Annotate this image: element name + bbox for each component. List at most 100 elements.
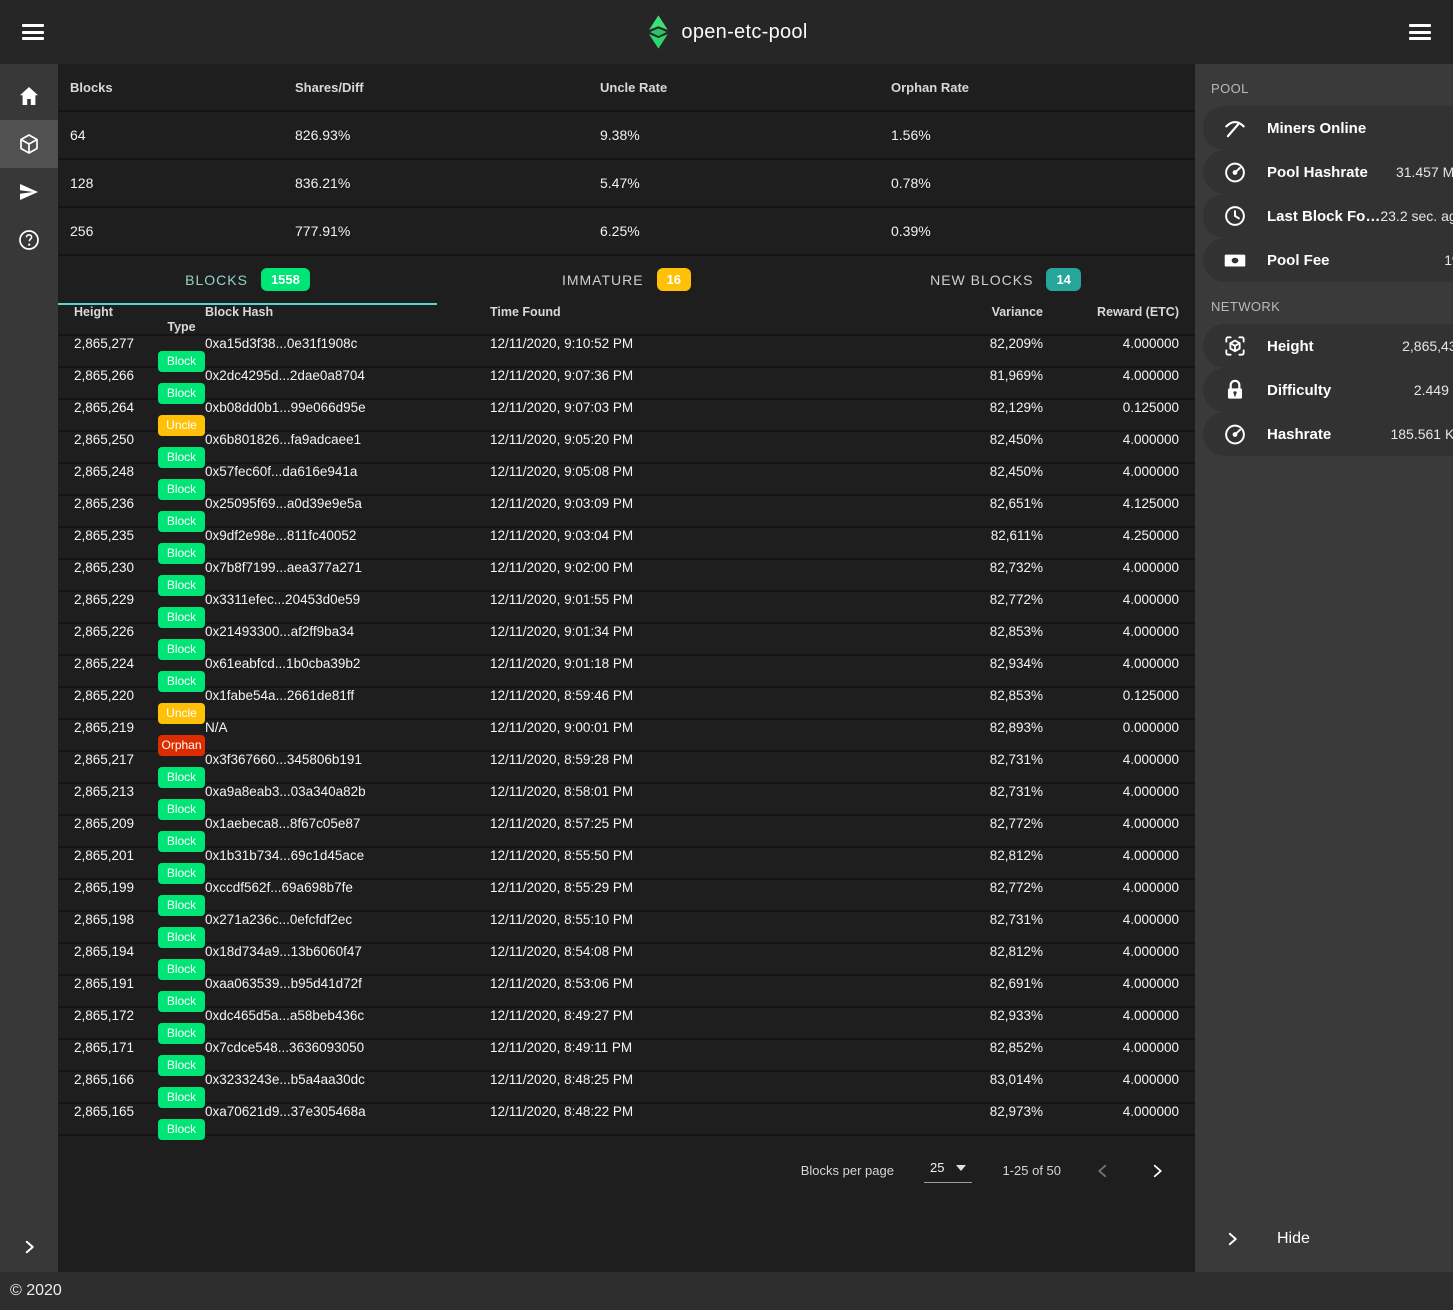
cell-height: 2,865,171 bbox=[74, 1040, 205, 1055]
cell-reward: 4.000000 bbox=[1043, 560, 1179, 575]
hide-sidebar-button[interactable]: Hide bbox=[1195, 1206, 1453, 1272]
stat-label: Height bbox=[1267, 338, 1402, 355]
nav-item-payments[interactable] bbox=[0, 168, 58, 216]
cell-block-hash: 0x25095f69...a0d39e9e5a bbox=[205, 496, 490, 511]
gauge-icon bbox=[1203, 421, 1267, 447]
block-row[interactable]: 2,865,226 0x21493300...af2ff9ba34 12/11/… bbox=[58, 624, 1195, 656]
chevron-left-icon bbox=[1094, 1162, 1112, 1180]
stat-label: Hashrate bbox=[1267, 426, 1390, 443]
per-page-label: Blocks per page bbox=[801, 1163, 894, 1178]
cell-reward: 4.000000 bbox=[1043, 848, 1179, 863]
block-row[interactable]: 2,865,172 0xdc465d5a...a58beb436c 12/11/… bbox=[58, 1008, 1195, 1040]
cell-time-found: 12/11/2020, 9:01:18 PM bbox=[490, 656, 810, 671]
cell-time-found: 12/11/2020, 9:02:00 PM bbox=[490, 560, 810, 575]
cell-block-hash: 0x271a236c...0efcfdf2ec bbox=[205, 912, 490, 927]
cell-height: 2,865,166 bbox=[74, 1072, 205, 1087]
stats-table-header: Blocks Shares/Diff Uncle Rate Orphan Rat… bbox=[58, 64, 1195, 112]
block-row[interactable]: 2,865,220 0x1fabe54a...2661de81ff 12/11/… bbox=[58, 688, 1195, 720]
rail-expand-button[interactable] bbox=[0, 1238, 58, 1256]
block-row[interactable]: 2,865,171 0x7cdce548...3636093050 12/11/… bbox=[58, 1040, 1195, 1072]
cell-reward: 4.000000 bbox=[1043, 784, 1179, 799]
stats-cell-blocks: 128 bbox=[70, 175, 295, 191]
cell-height: 2,865,248 bbox=[74, 464, 205, 479]
cell-reward: 4.000000 bbox=[1043, 368, 1179, 383]
block-row[interactable]: 2,865,209 0x1aebeca8...8f67c05e87 12/11/… bbox=[58, 816, 1195, 848]
block-row[interactable]: 2,865,266 0x2dc4295d...2dae0a8704 12/11/… bbox=[58, 368, 1195, 400]
block-row[interactable]: 2,865,199 0xccdf562f...69a698b7fe 12/11/… bbox=[58, 880, 1195, 912]
block-row[interactable]: 2,865,201 0x1b31b734...69c1d45ace 12/11/… bbox=[58, 848, 1195, 880]
block-row[interactable]: 2,865,264 0xb08dd0b1...99e066d95e 12/11/… bbox=[58, 400, 1195, 432]
block-row[interactable]: 2,865,191 0xaa063539...b95d41d72f 12/11/… bbox=[58, 976, 1195, 1008]
cell-height: 2,865,224 bbox=[74, 656, 205, 671]
block-row[interactable]: 2,865,248 0x57fec60f...da616e941a 12/11/… bbox=[58, 464, 1195, 496]
stats-header-shares: Shares/Diff bbox=[295, 80, 600, 95]
nav-item-home[interactable] bbox=[0, 72, 58, 120]
per-page-select[interactable]: 25 bbox=[924, 1158, 972, 1183]
cell-height: 2,865,213 bbox=[74, 784, 205, 799]
stat-value: 23.2 sec. ago bbox=[1380, 208, 1453, 224]
stats-cell-shares: 836.21% bbox=[295, 175, 600, 191]
cell-reward: 4.125000 bbox=[1043, 496, 1179, 511]
cell-reward: 4.000000 bbox=[1043, 592, 1179, 607]
menu-icon[interactable] bbox=[22, 24, 44, 40]
block-row[interactable]: 2,865,236 0x25095f69...a0d39e9e5a 12/11/… bbox=[58, 496, 1195, 528]
block-row[interactable]: 2,865,224 0x61eabfcd...1b0cba39b2 12/11/… bbox=[58, 656, 1195, 688]
cell-block-hash: 0xa15d3f38...0e31f1908c bbox=[205, 336, 490, 351]
block-row[interactable]: 2,865,219 N/A 12/11/2020, 9:00:01 PM 82,… bbox=[58, 720, 1195, 752]
stat-network-hashrate: Hashrate 185.561 KH bbox=[1203, 412, 1453, 456]
cell-block-hash: 0xa9a8eab3...03a340a82b bbox=[205, 784, 490, 799]
right-menu-icon[interactable] bbox=[1409, 24, 1431, 40]
tab-blocks[interactable]: BLOCKS 1558 bbox=[58, 256, 437, 305]
banknote-icon bbox=[1203, 247, 1267, 273]
block-row[interactable]: 2,865,229 0x3311efec...20453d0e59 12/11/… bbox=[58, 592, 1195, 624]
lock-icon bbox=[1203, 377, 1267, 403]
etc-logo-icon bbox=[645, 14, 670, 50]
block-row[interactable]: 2,865,235 0x9df2e98e...811fc40052 12/11/… bbox=[58, 528, 1195, 560]
tab-new-blocks[interactable]: NEW BLOCKS 14 bbox=[816, 256, 1195, 305]
block-row[interactable]: 2,865,166 0x3233243e...b5a4aa30dc 12/11/… bbox=[58, 1072, 1195, 1104]
nav-item-blocks[interactable] bbox=[0, 120, 58, 168]
nav-item-help[interactable] bbox=[0, 216, 58, 264]
stats-row: 64 826.93% 9.38% 1.56% bbox=[58, 112, 1195, 160]
brand: open-etc-pool bbox=[645, 14, 807, 50]
block-row[interactable]: 2,865,194 0x18d734a9...13b6060f47 12/11/… bbox=[58, 944, 1195, 976]
cell-variance: 82,893% bbox=[810, 720, 1043, 735]
cell-height: 2,865,194 bbox=[74, 944, 205, 959]
cell-height: 2,865,209 bbox=[74, 816, 205, 831]
next-page-button[interactable] bbox=[1145, 1159, 1169, 1183]
block-row[interactable]: 2,865,165 0xa70621d9...37e305468a 12/11/… bbox=[58, 1104, 1195, 1136]
stat-label: Last Block Fo… bbox=[1267, 208, 1380, 225]
clock-icon bbox=[1203, 203, 1267, 229]
cell-variance: 82,732% bbox=[810, 560, 1043, 575]
stat-miners-online: Miners Online 1 bbox=[1203, 106, 1453, 150]
chevron-down-icon bbox=[956, 1165, 966, 1171]
block-row[interactable]: 2,865,277 0xa15d3f38...0e31f1908c 12/11/… bbox=[58, 336, 1195, 368]
cell-block-hash: 0x7b8f7199...aea377a271 bbox=[205, 560, 490, 575]
stats-row: 128 836.21% 5.47% 0.78% bbox=[58, 160, 1195, 208]
tab-immature[interactable]: IMMATURE 16 bbox=[437, 256, 816, 305]
stat-value: 2.449 M bbox=[1414, 382, 1453, 398]
prev-page-button[interactable] bbox=[1091, 1159, 1115, 1183]
cell-reward: 4.000000 bbox=[1043, 1072, 1179, 1087]
cell-variance: 82,933% bbox=[810, 1008, 1043, 1023]
blocks-tabs: BLOCKS 1558 IMMATURE 16 NEW BLOCKS 14 bbox=[58, 256, 1195, 305]
block-row[interactable]: 2,865,230 0x7b8f7199...aea377a271 12/11/… bbox=[58, 560, 1195, 592]
block-row[interactable]: 2,865,198 0x271a236c...0efcfdf2ec 12/11/… bbox=[58, 912, 1195, 944]
stats-cell-orphan: 1.56% bbox=[891, 127, 1183, 143]
cell-variance: 82,651% bbox=[810, 496, 1043, 511]
block-row[interactable]: 2,865,250 0x6b801826...fa9adcaee1 12/11/… bbox=[58, 432, 1195, 464]
cell-variance: 82,772% bbox=[810, 592, 1043, 607]
cell-height: 2,865,250 bbox=[74, 432, 205, 447]
block-row[interactable]: 2,865,213 0xa9a8eab3...03a340a82b 12/11/… bbox=[58, 784, 1195, 816]
pickaxe-icon bbox=[1203, 115, 1267, 141]
cell-time-found: 12/11/2020, 9:05:20 PM bbox=[490, 432, 810, 447]
pagination: Blocks per page 25 1-25 of 50 bbox=[58, 1136, 1195, 1183]
stats-cell-blocks: 64 bbox=[70, 127, 295, 143]
cell-height: 2,865,226 bbox=[74, 624, 205, 639]
tab-immature-count-badge: 16 bbox=[657, 268, 691, 291]
send-icon bbox=[17, 180, 41, 204]
block-row[interactable]: 2,865,217 0x3f367660...345806b191 12/11/… bbox=[58, 752, 1195, 784]
cell-time-found: 12/11/2020, 8:55:10 PM bbox=[490, 912, 810, 927]
cell-height: 2,865,236 bbox=[74, 496, 205, 511]
cell-height: 2,865,229 bbox=[74, 592, 205, 607]
